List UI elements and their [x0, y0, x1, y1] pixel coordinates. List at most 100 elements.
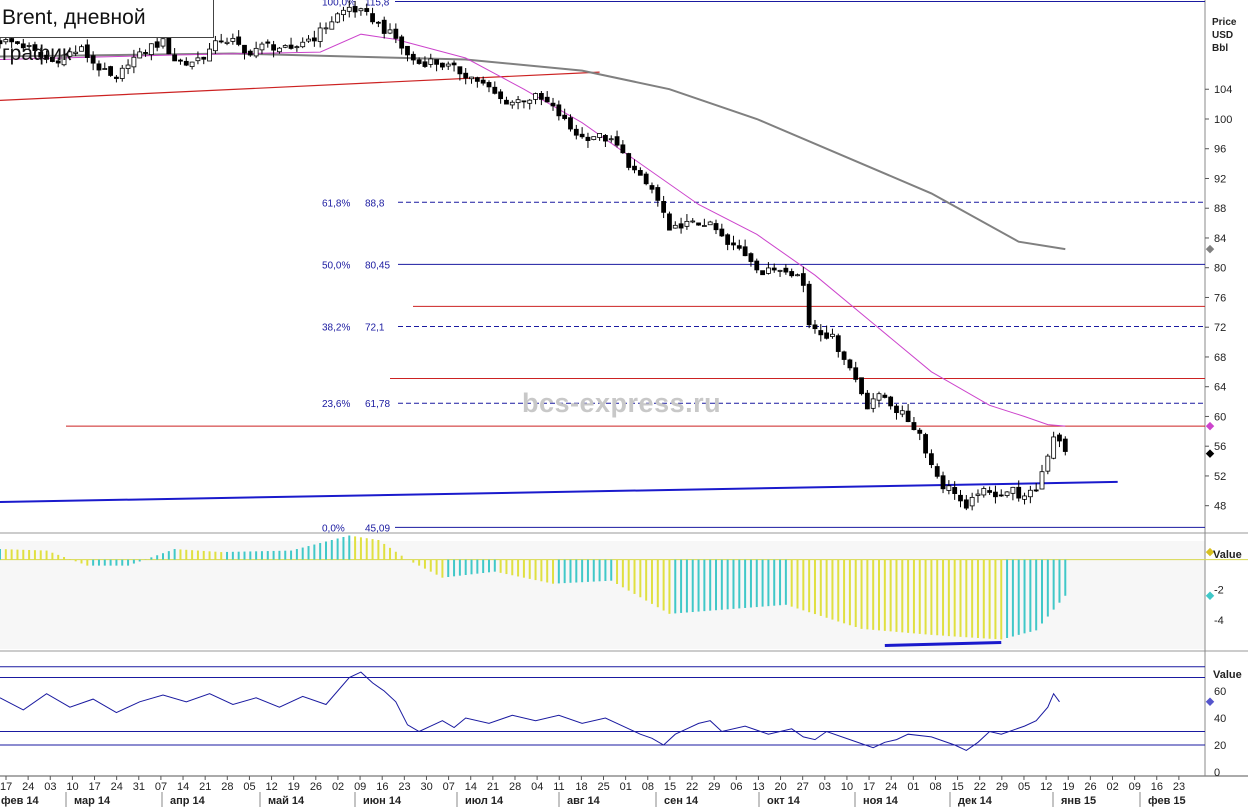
candle-body: [917, 429, 923, 434]
candle-body: [44, 54, 49, 60]
candle-body: [1051, 436, 1057, 459]
x-day-label: 09: [354, 781, 366, 793]
fib-pct-label: 61,8%: [322, 198, 350, 209]
x-month-label: май 14: [268, 795, 305, 807]
candle-body: [73, 51, 79, 54]
x-day-label: 08: [929, 781, 941, 793]
candle-body: [771, 267, 777, 271]
candle-body: [608, 138, 614, 141]
candle-body: [696, 222, 701, 226]
candle-body: [672, 224, 678, 229]
candle-body: [591, 136, 597, 140]
candle-body: [538, 93, 544, 100]
candle-body: [271, 44, 276, 51]
price-tick-label: 84: [1214, 233, 1226, 245]
candle-body: [1016, 486, 1022, 499]
x-day-label: 03: [44, 781, 56, 793]
rsi-axis-label: Value: [1213, 669, 1242, 681]
candle-body: [259, 43, 265, 51]
candle-body: [981, 488, 987, 496]
candle-body: [888, 396, 894, 407]
candle-body: [603, 134, 608, 142]
price-tick-label: 76: [1214, 292, 1226, 304]
candle-body: [701, 225, 707, 227]
x-day-label: 18: [575, 781, 587, 793]
macd-tick-label: -4: [1214, 615, 1224, 627]
candle-body: [294, 46, 300, 49]
candle-body: [800, 273, 806, 286]
candle-body: [597, 133, 602, 138]
candle-body: [993, 491, 998, 498]
candle-body: [9, 38, 15, 43]
x-day-label: 22: [974, 781, 986, 793]
x-day-label: 31: [133, 781, 145, 793]
candle-body: [946, 485, 952, 491]
candle-body: [422, 61, 428, 67]
price-tick-label: 100: [1214, 114, 1232, 126]
candle-body: [719, 228, 725, 237]
candle-body: [952, 487, 958, 494]
x-month-label: янв 15: [1061, 795, 1096, 807]
candle-body: [242, 44, 247, 54]
price-tick-label: 72: [1214, 322, 1226, 334]
candle-body: [958, 494, 963, 502]
candle-body: [987, 490, 993, 493]
candle-body: [533, 93, 538, 100]
x-month-label: ноя 14: [863, 795, 899, 807]
candle-body: [1045, 455, 1051, 472]
candle-body: [358, 8, 364, 12]
x-day-label: 22: [686, 781, 698, 793]
candle-body: [346, 6, 352, 12]
fib-pct-label: 23,6%: [322, 399, 350, 410]
x-day-label: 10: [66, 781, 78, 793]
candle-body: [562, 114, 568, 119]
candle-body: [172, 54, 178, 62]
candle-body: [713, 223, 719, 231]
macd-panel-bg: [0, 541, 1205, 649]
candle-body: [67, 51, 73, 57]
x-day-label: 10: [841, 781, 853, 793]
candle-body: [783, 267, 789, 273]
candle-body: [96, 63, 102, 71]
x-day-label: 14: [177, 781, 189, 793]
x-day-label: 29: [996, 781, 1008, 793]
x-day-label: 17: [863, 781, 875, 793]
x-day-label: 27: [797, 781, 809, 793]
candle-body: [26, 45, 32, 47]
candle-body: [335, 13, 341, 23]
x-month-label: мар 14: [74, 795, 111, 807]
candle-body: [370, 13, 375, 23]
candle-body: [1057, 434, 1062, 442]
rsi-marker: [1205, 697, 1215, 707]
candle-body: [393, 28, 399, 39]
candle-body: [201, 56, 207, 60]
ma-short-line: [0, 33, 1066, 427]
fib-value-label: 45,09: [365, 523, 390, 534]
candle-body: [568, 117, 573, 130]
candle-body: [707, 221, 713, 226]
x-day-label: 24: [111, 781, 123, 793]
candle-body: [265, 41, 271, 44]
candle-body: [742, 246, 748, 257]
chart-title: Brent, дневной график: [0, 0, 214, 65]
candle-body: [114, 76, 119, 79]
x-month-label: окт 14: [767, 795, 801, 807]
candle-body: [550, 102, 556, 107]
x-day-label: 28: [509, 781, 521, 793]
candle-body: [189, 61, 195, 67]
ma-long-line: [0, 52, 1066, 251]
candle-body: [440, 62, 445, 68]
candle-body: [1062, 438, 1068, 452]
candle-body: [515, 99, 521, 104]
candle-body: [835, 335, 841, 352]
x-day-label: 14: [465, 781, 477, 793]
candle-body: [154, 41, 160, 48]
candle-body: [643, 173, 649, 185]
candle-body: [725, 234, 731, 245]
candle-body: [492, 86, 498, 94]
candle-body: [224, 41, 230, 44]
x-day-label: 11: [553, 781, 564, 793]
candle-body: [806, 283, 812, 326]
candle-body: [859, 377, 864, 395]
candle-body: [445, 63, 451, 67]
